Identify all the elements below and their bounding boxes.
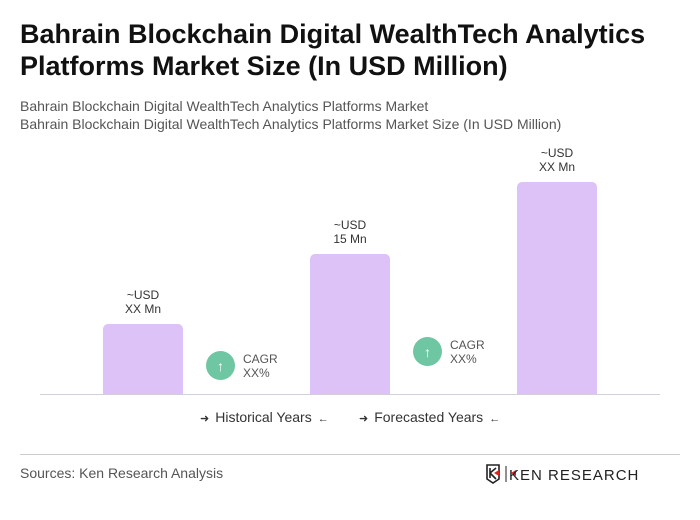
- arrow-left-icon: ←: [489, 413, 501, 425]
- arrow-right-icon: ➜: [200, 413, 210, 425]
- svg-text:KEN RESEARCH: KEN RESEARCH: [509, 467, 639, 484]
- data-label-line: XX Mn: [538, 160, 575, 174]
- arrow-left-icon: ←: [317, 413, 329, 425]
- bar: [310, 254, 390, 394]
- legend-historical: ➜ Historical Years ←: [194, 409, 335, 425]
- arrow-right-icon: ➜: [359, 413, 369, 425]
- cagr-value: XX%: [243, 365, 270, 380]
- arrow-up-icon: ↑: [206, 351, 235, 380]
- ken-research-logo: KEN RESEARCH: [486, 463, 656, 485]
- legend-label: Historical Years: [215, 409, 312, 425]
- bar: [103, 324, 183, 394]
- cagr-value: XX%: [450, 351, 477, 366]
- x-axis-line: [40, 394, 660, 395]
- data-label-line: ~USD: [540, 146, 574, 160]
- bar-data-label: ~USD XX Mn: [507, 146, 607, 174]
- cagr-badge-historical: ↑ CAGR XX%: [206, 351, 278, 380]
- data-label-line: ~USD: [333, 218, 367, 232]
- source-note: Sources: Ken Research Analysis: [20, 465, 224, 481]
- bar-data-label: ~USD 15 Mn: [300, 218, 400, 246]
- page-title: Bahrain Blockchain Digital WealthTech An…: [20, 19, 646, 81]
- subtitle: Bahrain Blockchain Digital WealthTech An…: [20, 98, 429, 114]
- divider: [20, 454, 680, 455]
- data-label-line: 15 Mn: [333, 232, 367, 246]
- cagr-badge-forecast: ↑ CAGR XX%: [413, 337, 485, 366]
- subtitle-2: Bahrain Blockchain Digital WealthTech An…: [20, 116, 562, 132]
- data-label-line: ~USD: [126, 288, 160, 302]
- arrow-up-icon: ↑: [413, 337, 442, 366]
- data-label-line: XX Mn: [124, 302, 161, 316]
- bar-data-label: ~USD XX Mn: [93, 288, 193, 316]
- bar: [517, 182, 597, 394]
- legend-forecasted: ➜ Forecasted Years ←: [353, 409, 506, 425]
- cagr-label: CAGR: [450, 337, 485, 352]
- legend-label: Forecasted Years: [374, 409, 484, 425]
- cagr-label: CAGR: [243, 351, 278, 366]
